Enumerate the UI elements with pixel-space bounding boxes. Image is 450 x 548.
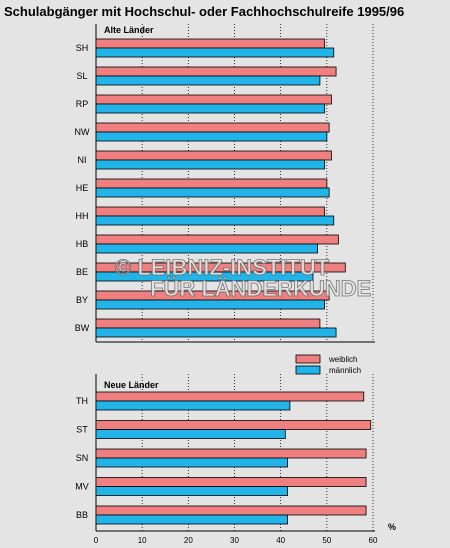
bar-weiblich: [95, 318, 321, 329]
bar-weiblich: [95, 505, 367, 516]
bar-weiblich: [95, 234, 339, 245]
watermark: © LEIBNIZ-INSTITUT FÜR LÄNDERKUNDE: [115, 255, 372, 302]
bar-maennlich: [95, 103, 325, 114]
category-label: HE: [76, 183, 89, 193]
x-tick-label: 20: [184, 536, 193, 545]
x-tick-label: 30: [230, 536, 239, 545]
category-label: HB: [76, 239, 89, 249]
category-label: SH: [76, 43, 89, 53]
section-labels: Alte Länder Neue Länder: [104, 25, 159, 390]
bar-maennlich: [95, 271, 314, 282]
legend: weiblich männlich: [295, 354, 361, 375]
category-label: BE: [76, 267, 88, 277]
bars: [95, 38, 372, 525]
bar-maennlich: [95, 243, 319, 254]
bar-maennlich: [95, 486, 288, 496]
category-labels: SH SL RP NW NI HE HH HB BE BY BW TH ST SN MV BB: [75, 43, 90, 520]
bar-maennlich: [95, 299, 325, 310]
bar-weiblich: [95, 38, 325, 49]
bar-maennlich: [95, 327, 337, 338]
category-label: NI: [78, 155, 87, 165]
bar-weiblich: [95, 94, 332, 105]
x-tick-label: 40: [276, 536, 285, 545]
chart-title: Schulabgänger mit Hochschul- oder Fachho…: [4, 4, 404, 19]
bar-weiblich: [95, 122, 330, 133]
x-axis-ticks: 0 10 20 30 40 50 60: [94, 536, 378, 545]
x-tick-label: 50: [322, 536, 331, 545]
legend-label: weiblich: [328, 355, 357, 364]
category-label: RP: [76, 99, 89, 109]
bar-maennlich: [95, 457, 288, 468]
section-label: Neue Länder: [104, 380, 159, 390]
category-label: BB: [76, 510, 88, 520]
legend-swatch: [295, 354, 321, 364]
bar-weiblich: [95, 391, 365, 402]
x-tick-label: 0: [94, 536, 99, 545]
bar-weiblich: [95, 420, 372, 430]
legend-label: männlich: [329, 366, 361, 375]
x-tick-label: 60: [369, 536, 378, 545]
bar-weiblich: [95, 477, 367, 487]
bar-maennlich: [95, 514, 288, 525]
category-label: SL: [76, 71, 87, 81]
bar-weiblich: [95, 150, 332, 161]
section-label: Alte Länder: [104, 25, 154, 35]
category-label: BY: [76, 295, 88, 305]
bar-maennlich: [95, 187, 330, 198]
bar-weiblich: [95, 66, 337, 77]
bar-maennlich: [95, 400, 291, 411]
category-label: HH: [76, 211, 89, 221]
category-label: TH: [76, 396, 88, 406]
category-label: BW: [75, 323, 90, 333]
category-label: MV: [75, 482, 89, 492]
bar-maennlich: [95, 47, 335, 58]
bar-weiblich: [95, 178, 328, 189]
bar-weiblich: [95, 206, 325, 217]
unit-label: %: [388, 522, 396, 532]
bar-maennlich: [95, 159, 325, 170]
category-label: NW: [75, 127, 90, 137]
bar-maennlich: [95, 131, 328, 142]
legend-swatch: [295, 365, 321, 375]
watermark-line-2: FÜR LÄNDERKUNDE: [150, 276, 371, 301]
bar-maennlich: [95, 429, 286, 439]
category-label: ST: [76, 425, 88, 435]
bar-weiblich: [95, 448, 367, 459]
x-tick-label: 10: [138, 536, 147, 545]
category-label: SN: [76, 453, 89, 463]
bar-maennlich: [95, 75, 321, 86]
bar-maennlich: [95, 215, 335, 226]
watermark-line-1: © LEIBNIZ-INSTITUT: [115, 255, 330, 280]
